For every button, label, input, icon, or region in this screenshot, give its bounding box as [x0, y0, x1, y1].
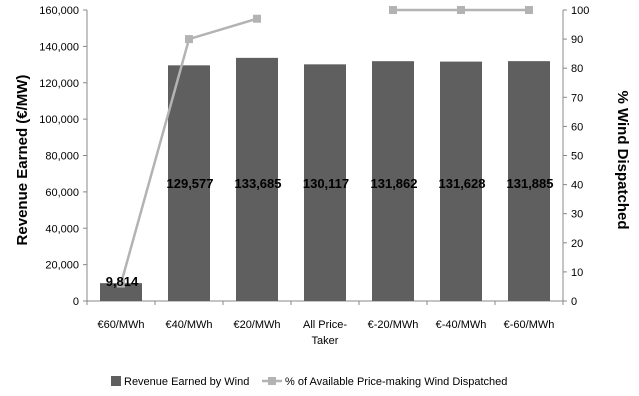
x-tick-label: €60/MWh [97, 319, 144, 331]
y2-tick-label: 80 [571, 63, 583, 75]
data-label: 131,885 [507, 176, 554, 191]
legend-marker-dispatched [268, 377, 276, 385]
y-tick-label: 80,000 [45, 151, 79, 163]
data-label: 129,577 [167, 176, 214, 191]
y-axis-left: 0 20,000 40,000 60,000 80,000 100,000 120,000 1… [39, 5, 88, 308]
bar-series [100, 57, 550, 302]
data-label: 130,117 [303, 176, 349, 191]
line-point [117, 279, 125, 288]
y2-tick-label: 10 [571, 267, 583, 279]
y2-tick-label: 30 [571, 209, 583, 221]
bar [372, 61, 414, 301]
x-tick-label: €-40/MWh [436, 319, 487, 331]
y-tick-label: 40,000 [45, 223, 79, 235]
legend-label-revenue: Revenue Earned by Wind [124, 376, 249, 388]
bar [508, 61, 550, 301]
line-point [389, 6, 397, 14]
y2-tick-label: 40 [571, 180, 583, 192]
y-tick-label: 120,000 [39, 78, 79, 90]
line-point [185, 35, 193, 44]
x-tick-label: €-60/MWh [504, 319, 555, 331]
bar [168, 65, 210, 301]
data-label: 9,814 [106, 274, 139, 289]
y-tick-label: 160,000 [39, 5, 79, 17]
y-tick-label: 60,000 [45, 187, 79, 199]
y2-tick-label: 50 [571, 151, 583, 163]
line-series [117, 6, 533, 288]
legend-label-dispatched: % of Available Price-making Wind Dispatc… [285, 376, 507, 388]
bar [236, 57, 278, 301]
x-tick-label: €40/MWh [165, 319, 212, 331]
y-tick-label: 100,000 [39, 114, 79, 126]
line-point [525, 6, 533, 14]
y-axis-right: 0 10 20 30 40 50 60 70 80 90 100 [562, 5, 589, 308]
y-tick-label: 20,000 [45, 260, 79, 272]
y-tick-label: 140,000 [39, 41, 79, 53]
line-point [457, 6, 465, 14]
data-labels: 9,814 129,577 133,685 130,117 131,862 131,628… [106, 176, 554, 289]
data-label: 133,685 [235, 176, 282, 191]
bar [440, 61, 482, 301]
y2-tick-label: 70 [571, 92, 583, 104]
x-axis: €60/MWh €40/MWh €20/MWh All Price-Taker €-20… [86, 300, 564, 347]
bar [304, 64, 346, 302]
x-tick-label: €20/MWh [233, 319, 280, 331]
x-tick-label: €-20/MWh [368, 319, 419, 331]
legend: Revenue Earned by Wind % of Available Pr… [111, 376, 507, 388]
y2-tick-label: 90 [571, 34, 583, 46]
x-tick-label: All Price-Taker [303, 319, 347, 347]
legend-swatch-revenue [111, 376, 121, 386]
data-label: 131,862 [371, 176, 418, 191]
y2-tick-label: 60 [571, 121, 583, 133]
y-tick-label: 0 [73, 296, 79, 308]
y2-axis-title: % Wind Dispatched [614, 90, 631, 229]
y2-tick-label: 20 [571, 238, 583, 250]
y2-tick-label: 100 [571, 5, 589, 17]
data-label: 131,628 [439, 176, 486, 191]
bar [100, 283, 142, 301]
line-point [253, 14, 261, 23]
y2-tick-label: 0 [571, 296, 577, 308]
y-axis-title: Revenue Earned (€/MW) [14, 75, 31, 246]
